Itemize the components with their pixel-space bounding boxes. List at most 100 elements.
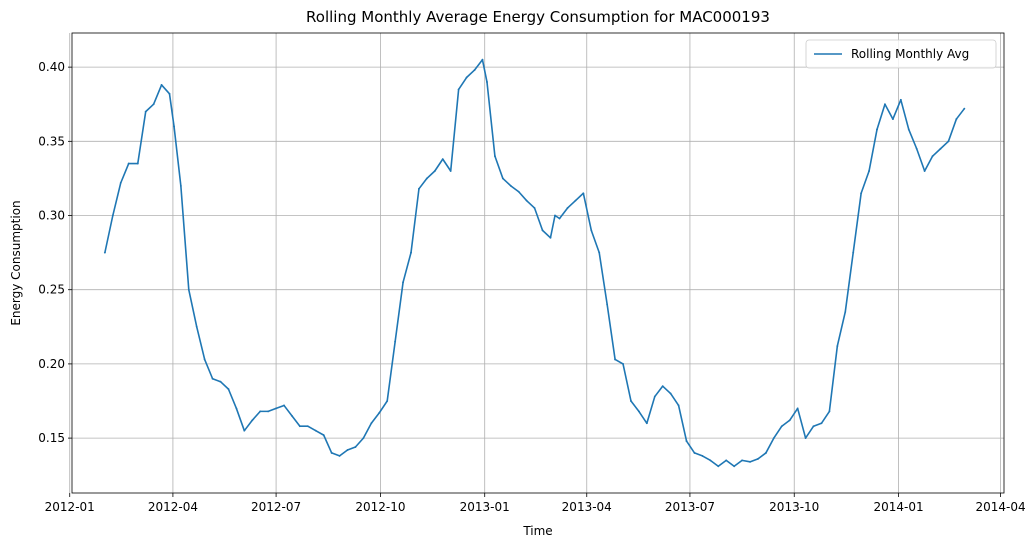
series-segment	[653, 385, 664, 398]
series-segment	[939, 140, 950, 150]
data-point	[227, 388, 230, 391]
series-segment	[717, 459, 728, 468]
series-segment	[860, 170, 870, 195]
data-point	[955, 118, 958, 120]
series-segment	[630, 400, 640, 413]
data-point	[457, 88, 460, 91]
data-point	[187, 288, 190, 291]
data-point	[425, 177, 428, 180]
series-segment	[509, 185, 520, 193]
data-point	[267, 410, 270, 413]
data-point	[558, 217, 561, 220]
data-point	[481, 58, 484, 61]
series-segment	[852, 192, 862, 254]
plot-area-frame	[71, 32, 1005, 494]
data-point	[179, 184, 182, 187]
data-point	[283, 404, 285, 407]
series-segment	[112, 182, 122, 217]
series-segment	[322, 434, 333, 454]
tick-layer: 2012-01 2012-04 2012-07 2012-10 2013-01 2013-…	[38, 60, 1025, 514]
series-segment	[243, 419, 254, 432]
data-point	[441, 158, 444, 161]
data-point	[828, 410, 831, 413]
data-point	[195, 325, 198, 328]
data-point	[173, 125, 175, 128]
data-point	[630, 400, 632, 402]
data-point	[243, 429, 246, 432]
data-point	[709, 459, 712, 462]
data-point	[606, 303, 609, 306]
series-segment	[931, 147, 942, 157]
x-tick-label: 2013-10	[769, 500, 819, 514]
series-segment	[622, 363, 632, 402]
data-point	[741, 459, 743, 462]
data-point	[693, 452, 696, 454]
series-segment	[677, 404, 688, 442]
series-segment	[168, 93, 175, 128]
data-point	[152, 103, 155, 106]
data-point	[757, 457, 759, 460]
series-segment	[314, 429, 325, 436]
data-point	[836, 345, 839, 347]
series-segment	[119, 162, 130, 184]
data-point	[119, 181, 122, 184]
series-segment	[160, 84, 171, 95]
series-segment	[614, 358, 624, 365]
data-point	[899, 98, 902, 101]
data-point	[749, 460, 751, 463]
data-point	[669, 392, 672, 395]
data-point	[219, 380, 222, 383]
x-tick-label: 2013-04	[562, 500, 612, 514]
data-point	[346, 449, 349, 451]
series-segment	[868, 128, 878, 172]
data-point	[582, 192, 585, 195]
series-segment	[820, 410, 831, 425]
series-segment	[828, 345, 839, 413]
data-point	[772, 437, 775, 439]
x-tick-label: 2013-07	[665, 500, 715, 514]
data-point	[947, 140, 950, 143]
series-segment	[765, 437, 775, 454]
data-point	[517, 190, 520, 193]
series-segment	[733, 459, 743, 468]
series-segment	[275, 404, 285, 410]
y-tick-label: 0.40	[38, 60, 65, 74]
data-point	[330, 452, 333, 454]
data-point	[622, 363, 624, 365]
data-point	[314, 429, 317, 432]
series-segment	[773, 425, 783, 439]
series-segment	[669, 392, 680, 407]
series-segment	[180, 185, 190, 291]
data-point	[418, 187, 420, 190]
series-segment	[566, 199, 577, 209]
data-point	[127, 162, 130, 165]
data-point	[860, 192, 863, 195]
series-segment	[330, 452, 341, 457]
data-point	[306, 425, 309, 428]
series-segment	[203, 358, 214, 380]
series-segment	[836, 311, 847, 347]
data-point	[645, 422, 648, 425]
x-axis-label: Time	[522, 524, 552, 538]
series-segment	[426, 170, 436, 180]
series-segment	[685, 440, 696, 454]
series-segment	[533, 207, 544, 232]
data-point	[354, 446, 357, 448]
series-segment	[549, 214, 556, 239]
data-point	[661, 385, 664, 388]
data-point	[362, 437, 365, 439]
series-segment	[876, 103, 886, 131]
data-point	[598, 251, 601, 254]
series-segment	[362, 422, 373, 439]
series-segment	[187, 288, 198, 328]
series-segment	[923, 155, 934, 172]
chart-title: Rolling Monthly Average Energy Consumpti…	[306, 8, 770, 26]
data-point	[796, 407, 799, 410]
data-point	[876, 128, 878, 131]
data-point	[812, 425, 815, 428]
series-segment	[661, 385, 672, 395]
series-segment	[267, 407, 277, 413]
series-segment	[844, 251, 855, 313]
